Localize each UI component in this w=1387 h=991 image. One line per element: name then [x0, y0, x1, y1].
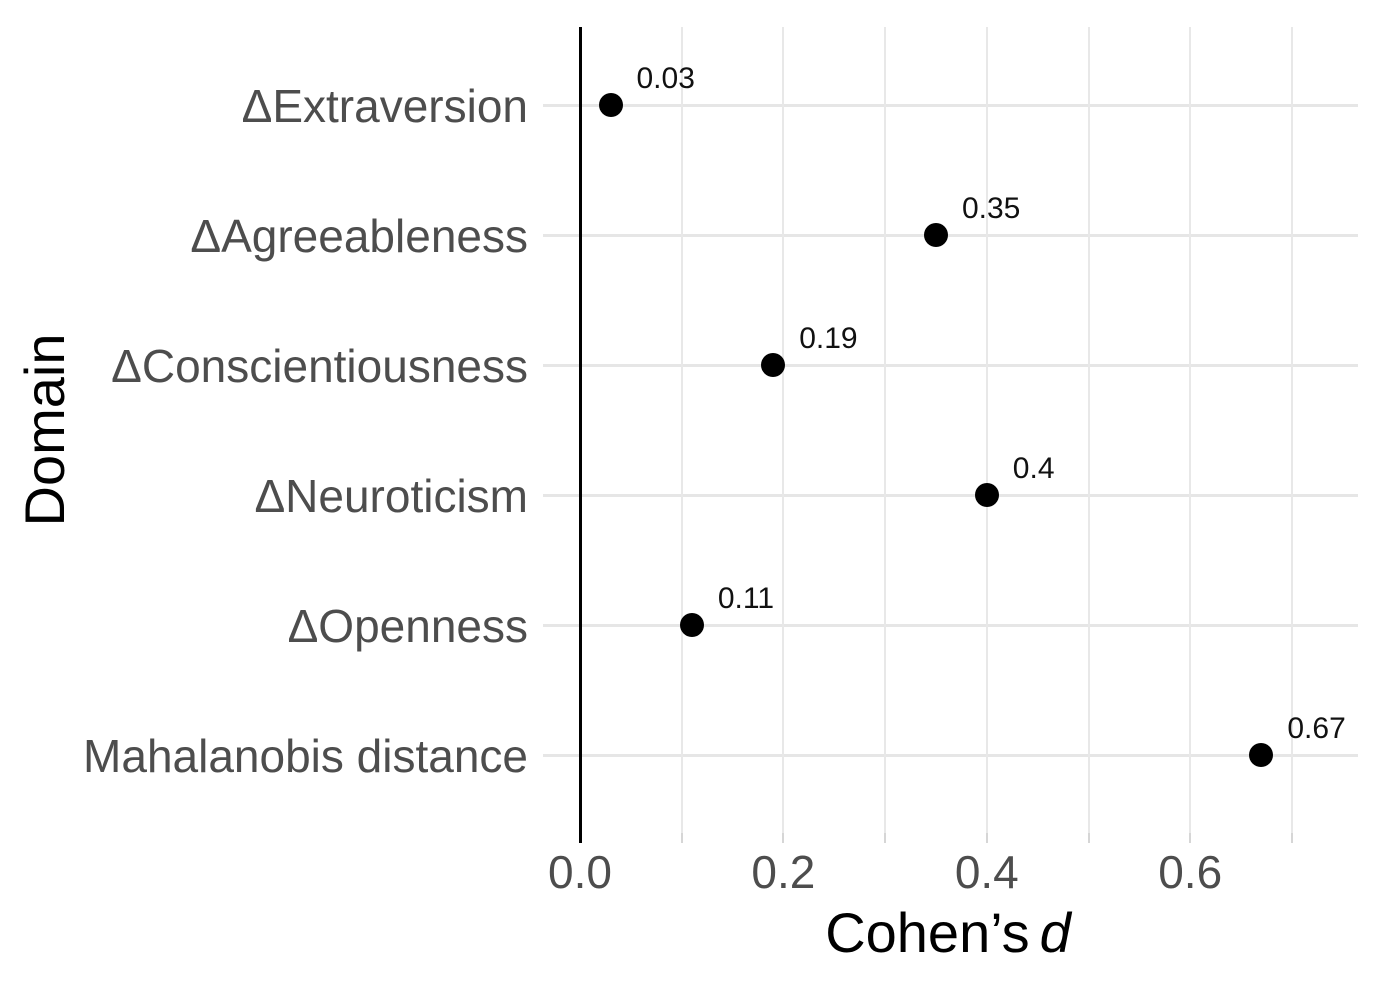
data-point [1249, 743, 1274, 767]
x-axis-title-symbol: d [1039, 901, 1071, 964]
x-axis-tick-mark [1189, 833, 1192, 843]
vertical-gridline [782, 27, 785, 833]
horizontal-gridline [543, 103, 1358, 107]
x-axis-tick-label: 0.0 [548, 846, 612, 898]
horizontal-gridline [543, 493, 1358, 497]
vertical-gridline [1087, 27, 1090, 833]
data-point-value-label: 0.11 [717, 582, 775, 615]
plot-panel: 0.03 0.35 0.19 0.4 0.11 0.67 [543, 27, 1358, 833]
x-axis-tick-mark [1290, 833, 1293, 843]
vertical-gridline [1290, 27, 1293, 833]
data-point-value-label: 0.19 [799, 322, 858, 355]
x-axis-tick-mark [680, 833, 683, 843]
category-label: ΔNeuroticism [254, 470, 528, 522]
vertical-gridline [884, 27, 887, 833]
data-point-value-label: 0.35 [961, 192, 1021, 225]
category-label: Mahalanobis distance [83, 730, 528, 782]
vertical-gridline [1189, 27, 1192, 833]
horizontal-gridline [543, 233, 1358, 237]
x-axis-tick-mark [884, 833, 887, 843]
data-point [974, 483, 999, 507]
data-point-value-label: 0.4 [1012, 452, 1055, 485]
data-point-value-label: 0.67 [1287, 712, 1346, 745]
data-point [679, 613, 704, 637]
x-axis-tick-mark [782, 833, 785, 843]
category-label: ΔExtraversion [241, 80, 528, 132]
category-label: ΔOpenness [287, 600, 528, 652]
x-axis-tick-label: 0.2 [751, 846, 816, 898]
data-point [598, 93, 623, 117]
horizontal-gridline [543, 623, 1358, 627]
x-axis-tick-label: 0.6 [1158, 846, 1223, 898]
x-axis-tick-mark [985, 833, 988, 843]
horizontal-gridline [543, 753, 1358, 757]
x-axis-tick-label: 0.4 [954, 846, 1019, 898]
zero-reference-line [578, 27, 582, 833]
x-axis-title-text: Cohen’s [825, 901, 1030, 964]
data-point-value-label: 0.03 [636, 62, 695, 95]
data-point [761, 353, 786, 377]
x-axis-tick-mark [1087, 833, 1090, 843]
category-label: ΔConscientiousness [111, 340, 528, 392]
x-axis-title: Cohen’s d [825, 903, 1071, 963]
horizontal-gridline [543, 363, 1358, 367]
vertical-gridline [985, 27, 988, 833]
vertical-gridline [680, 27, 683, 833]
x-axis-tick-mark [579, 833, 582, 843]
data-point [923, 223, 948, 247]
category-label: ΔAgreeableness [190, 210, 528, 262]
